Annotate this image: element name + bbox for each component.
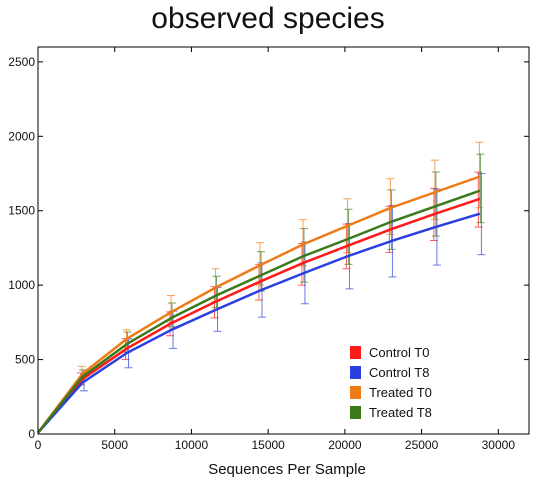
- legend-label: Treated T8: [369, 405, 432, 420]
- legend-item: Treated T8: [350, 405, 432, 420]
- series-lines: [37, 175, 481, 434]
- series-line: [37, 212, 481, 434]
- error-bar: [476, 153, 485, 224]
- x-tick-label: 30000: [482, 438, 516, 452]
- legend-swatch: [350, 406, 361, 419]
- x-axis-label: Sequences Per Sample: [208, 461, 366, 478]
- error-bar: [387, 189, 396, 250]
- x-tick-label: 0: [35, 438, 42, 452]
- chart-title: observed species: [151, 2, 385, 35]
- legend-label: Control T0: [369, 345, 429, 360]
- error-bar: [431, 171, 440, 237]
- y-tick-label: 1500: [8, 204, 35, 218]
- error-bar: [475, 141, 484, 209]
- y-tick-label: 2500: [8, 55, 35, 69]
- series-line: [37, 197, 481, 434]
- error-bar: [298, 219, 307, 267]
- y-tick-label: 0: [28, 427, 35, 441]
- legend-label: Treated T0: [369, 385, 432, 400]
- x-tick-label: 20000: [328, 438, 362, 452]
- plot-frame: [37, 46, 530, 435]
- series-line: [37, 189, 481, 434]
- legend-swatch: [350, 386, 361, 399]
- y-tick-label: 2000: [8, 129, 35, 143]
- legend: Control T0 Control T8 Treated T0 Treated T8: [350, 345, 432, 420]
- error-bar: [430, 159, 439, 221]
- legend-item: Control T8: [350, 365, 429, 380]
- x-tick-label: 5000: [101, 438, 128, 452]
- x-tick-label: 15000: [251, 438, 285, 452]
- legend-swatch: [350, 366, 361, 379]
- y-tick-label: 1000: [8, 278, 35, 292]
- x-tick-label: 10000: [175, 438, 209, 452]
- legend-label: Control T8: [369, 365, 429, 380]
- error-bar: [477, 173, 486, 256]
- axis-ticks: 0 5000 10000 15000 20000 25000 30000 0 500 1000 15…: [8, 47, 529, 452]
- legend-swatch: [350, 346, 361, 359]
- y-tick-label: 500: [15, 353, 35, 367]
- legend-item: Control T0: [350, 345, 429, 360]
- x-tick-label: 25000: [405, 438, 439, 452]
- legend-item: Treated T0: [350, 385, 432, 400]
- series-line: [37, 175, 481, 434]
